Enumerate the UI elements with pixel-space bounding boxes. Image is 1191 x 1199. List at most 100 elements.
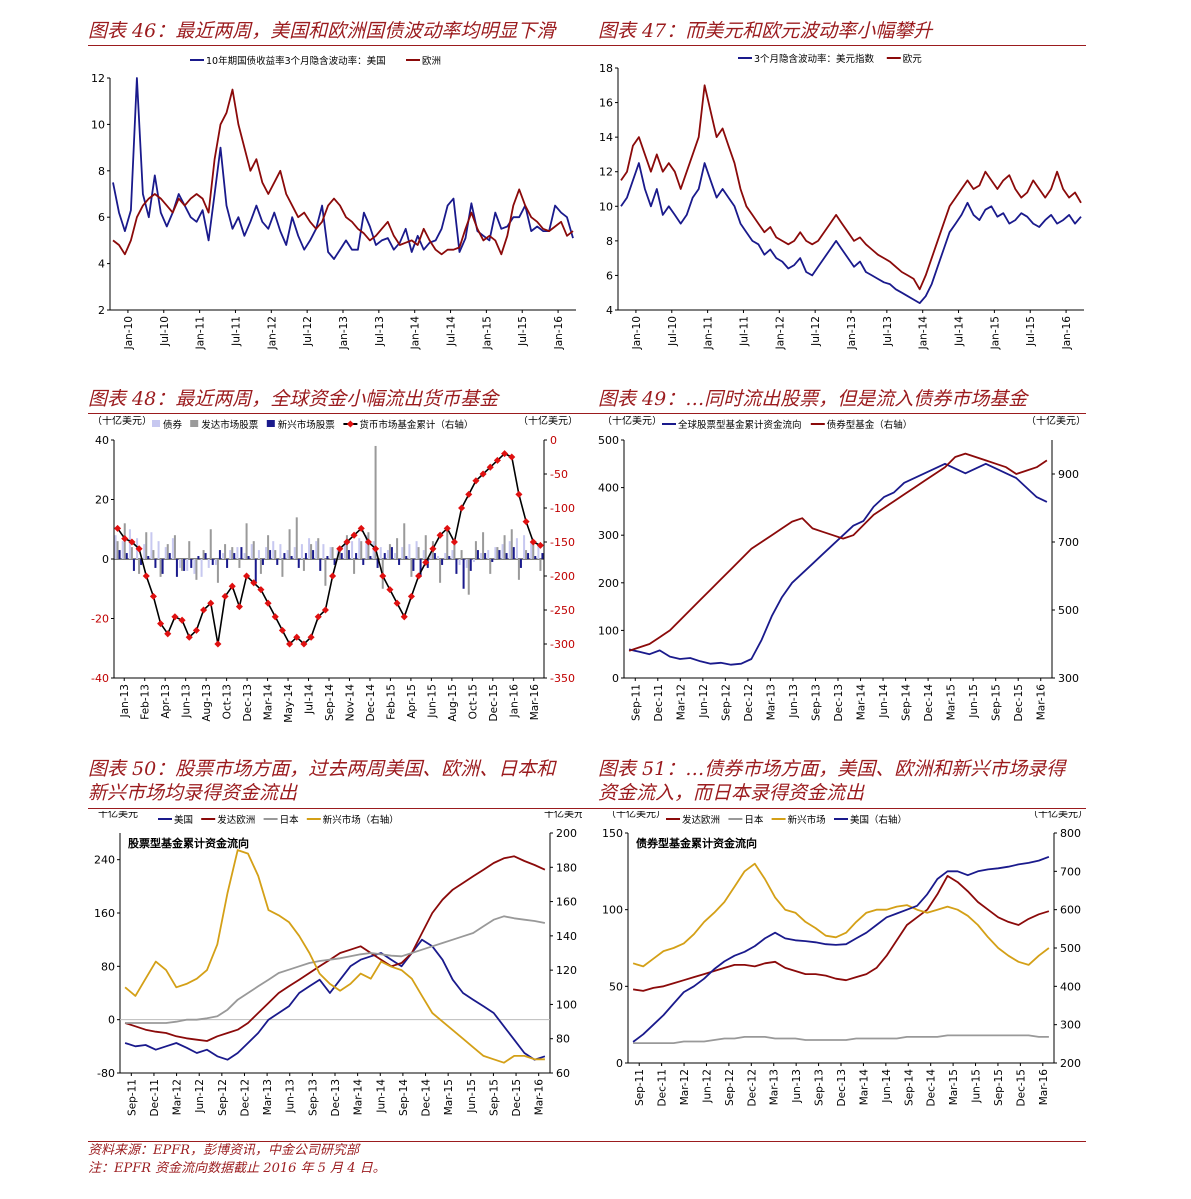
bar (467, 559, 470, 595)
x-tick-label: Jul-13 (374, 316, 386, 347)
x-tick-label: Sep-11 (634, 1069, 646, 1106)
bar (365, 535, 368, 559)
bar (527, 553, 530, 559)
bar (410, 559, 413, 577)
legend-label: 新兴市场股票 (278, 419, 336, 431)
x-tick-label: Dec-15 (488, 684, 500, 721)
bar (465, 559, 468, 568)
y-tick-label-left: 400 (598, 482, 619, 495)
series-marker (314, 613, 322, 621)
bar (190, 559, 193, 568)
chart-51: 0 50 100 150 200 300 400 500 600 700 800 Sep-11 Dec-… (596, 811, 1090, 1135)
x-tick-label: Jun-13 (791, 1069, 803, 1104)
series-marker (149, 592, 157, 600)
bar (530, 541, 533, 559)
bar (482, 532, 485, 559)
bar (512, 547, 515, 559)
figure-49-title: 图表 49：…同时流出股票，但是流入债券市场基金 (598, 388, 1028, 410)
x-tick-label: Dec-13 (833, 684, 845, 721)
bar (322, 544, 325, 559)
chart-49: 0 100 200 300 400 500 300 500 700 900 Sep-11 Dec-11… (596, 416, 1090, 752)
x-tick-label: Jul-10 (667, 316, 679, 347)
bar (398, 559, 401, 565)
series-marker (329, 572, 337, 580)
bar (290, 556, 293, 559)
x-tick-label: Dec-14 (926, 1069, 938, 1107)
y-tick-label-left: 200 (598, 577, 619, 590)
bar (505, 553, 508, 559)
bar (186, 559, 189, 571)
bar (138, 559, 141, 574)
series-marker (450, 538, 458, 546)
x-tick-label: Dec-14 (421, 1079, 433, 1117)
x-tick-label: Sep-14 (903, 1069, 915, 1106)
x-tick-label: Sep-11 (630, 684, 642, 721)
series-marker (178, 616, 186, 624)
bar (166, 544, 169, 559)
bar (202, 550, 205, 559)
bar (439, 559, 442, 583)
bar (229, 550, 232, 559)
y-tick-label-left: -40 (91, 672, 109, 685)
bar (501, 544, 504, 559)
y-tick-label-left: 10 (91, 118, 105, 131)
bar (312, 550, 315, 559)
bar (152, 550, 155, 559)
x-tick-label: Dec-12 (746, 1069, 758, 1106)
x-tick-label: Jan-13 (119, 684, 131, 718)
series-marker (264, 599, 272, 607)
bar (362, 559, 365, 565)
x-tick-label: Dec-15 (1015, 1069, 1027, 1106)
bar (250, 544, 253, 559)
legend-label: 发达欧洲 (682, 814, 720, 826)
series-line (628, 462, 1048, 666)
series-line (628, 452, 1048, 652)
x-tick-label: Mar-15 (443, 1079, 455, 1115)
bar (274, 550, 277, 559)
x-tick-label: Mar-12 (679, 1069, 691, 1105)
x-tick-label: Jan-12 (774, 316, 786, 350)
y-tick-label-left: 10 (599, 200, 613, 213)
x-tick-label: Jan-13 (846, 316, 858, 350)
bar (286, 550, 289, 559)
bar (345, 535, 348, 559)
y-tick-label-right: -50 (550, 468, 568, 481)
bar (351, 541, 354, 559)
x-tick-label: Jan-13 (338, 316, 350, 350)
y-tick-label-right: 180 (556, 861, 577, 874)
bar (355, 553, 358, 559)
bar (408, 544, 411, 559)
x-tick-label: Jun-12 (698, 684, 710, 719)
legend-label: 3个月隐含波动率：美元指数 (754, 53, 875, 65)
x-tick-label: Mar-16 (534, 1079, 546, 1116)
bar (267, 535, 270, 559)
bar (508, 541, 511, 559)
bar (412, 559, 415, 571)
unit-left: （十亿美元） (606, 811, 666, 820)
bar (181, 559, 184, 571)
series-line (632, 862, 1050, 968)
series-line (112, 88, 574, 256)
chart-48: -40-2002040-350-300-250-200-150-100-500J… (88, 416, 582, 752)
bar (367, 532, 370, 559)
x-tick-label: Nov-14 (344, 684, 356, 722)
series-marker (214, 640, 222, 648)
bar (171, 538, 174, 559)
y-tick-label-left: 16 (599, 97, 613, 110)
bar (460, 550, 463, 559)
y-tick-label-left: 240 (94, 854, 115, 867)
chart-50: -80 0 80 160 240 60 80 100 120 140 160 180 200 Sep-11… (88, 811, 582, 1135)
bar (261, 559, 264, 565)
bar (417, 547, 420, 559)
legend-label: 欧洲 (422, 55, 441, 67)
y-tick-label-left: 2 (98, 304, 105, 317)
bar (474, 541, 477, 559)
x-tick-label: Jan-14 (410, 316, 422, 351)
x-tick-label: Jun-15 (968, 684, 980, 719)
inner-chart-title: 债券型基金累计资金流向 (636, 836, 757, 850)
bar (222, 553, 225, 559)
series-marker (465, 490, 473, 498)
x-tick-label: Dec-12 (239, 1079, 251, 1116)
bar (193, 559, 196, 574)
x-tick-label: Jun-13 (181, 684, 193, 719)
